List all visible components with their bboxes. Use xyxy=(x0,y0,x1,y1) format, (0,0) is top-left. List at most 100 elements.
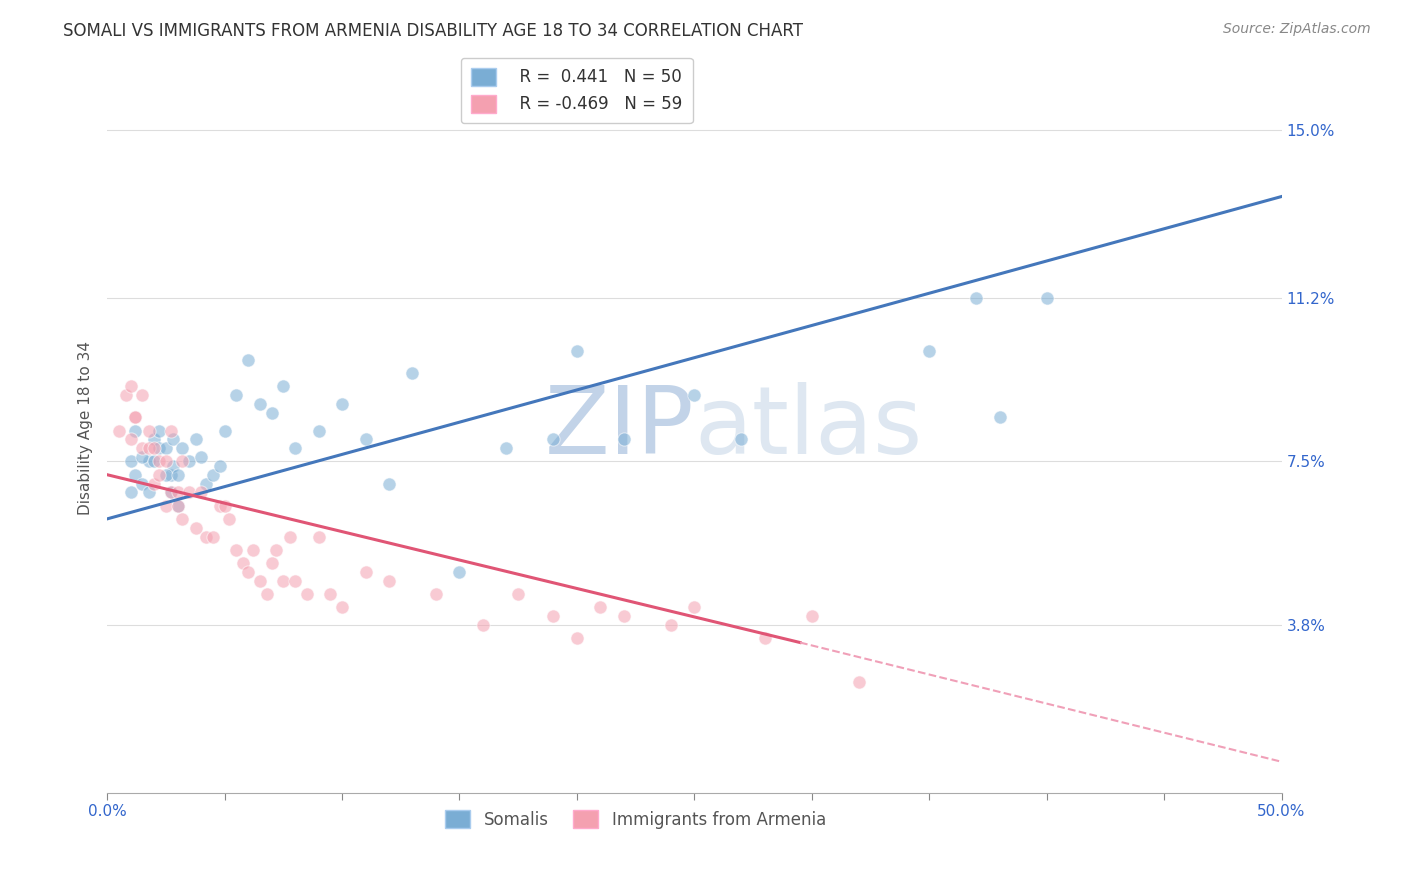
Point xyxy=(138,454,160,468)
Point xyxy=(264,542,287,557)
Point xyxy=(120,433,142,447)
Point xyxy=(260,406,283,420)
Point xyxy=(218,512,240,526)
Point xyxy=(179,454,201,468)
Point xyxy=(273,574,295,588)
Point xyxy=(730,433,752,447)
Point xyxy=(401,366,423,380)
Point xyxy=(1035,291,1057,305)
Point xyxy=(143,454,166,468)
Point xyxy=(449,565,471,579)
Point xyxy=(120,485,142,500)
Point xyxy=(143,433,166,447)
Point xyxy=(143,441,166,455)
Point xyxy=(190,485,212,500)
Point xyxy=(330,397,353,411)
Point xyxy=(848,675,870,690)
Point xyxy=(159,467,181,482)
Point xyxy=(124,467,146,482)
Point xyxy=(201,530,224,544)
Point xyxy=(565,344,588,359)
Point xyxy=(155,467,177,482)
Point xyxy=(201,467,224,482)
Point xyxy=(280,530,302,544)
Point xyxy=(124,410,146,425)
Point xyxy=(166,499,188,513)
Point xyxy=(194,530,217,544)
Point xyxy=(172,454,194,468)
Point xyxy=(108,424,131,438)
Point xyxy=(148,454,170,468)
Point xyxy=(190,450,212,464)
Point xyxy=(260,556,283,570)
Point xyxy=(186,433,208,447)
Text: Source: ZipAtlas.com: Source: ZipAtlas.com xyxy=(1223,22,1371,37)
Point xyxy=(918,344,941,359)
Point xyxy=(148,424,170,438)
Point xyxy=(214,499,236,513)
Point xyxy=(308,424,330,438)
Point xyxy=(194,476,217,491)
Point xyxy=(159,485,181,500)
Point xyxy=(236,565,259,579)
Point xyxy=(138,424,160,438)
Point xyxy=(613,433,636,447)
Point xyxy=(155,499,177,513)
Point xyxy=(225,542,247,557)
Point xyxy=(471,618,494,632)
Point xyxy=(131,450,153,464)
Point xyxy=(800,609,823,624)
Point xyxy=(249,574,271,588)
Point xyxy=(295,587,318,601)
Point xyxy=(754,631,776,645)
Point xyxy=(543,433,565,447)
Y-axis label: Disability Age 18 to 34: Disability Age 18 to 34 xyxy=(79,342,93,516)
Point xyxy=(162,433,184,447)
Point xyxy=(208,499,231,513)
Point xyxy=(172,441,194,455)
Point xyxy=(155,441,177,455)
Point xyxy=(378,574,401,588)
Point xyxy=(284,441,307,455)
Point xyxy=(186,521,208,535)
Point xyxy=(965,291,987,305)
Point xyxy=(131,441,153,455)
Point xyxy=(543,609,565,624)
Point xyxy=(120,379,142,393)
Point xyxy=(236,352,259,367)
Point xyxy=(508,587,530,601)
Point xyxy=(242,542,264,557)
Point xyxy=(166,499,188,513)
Point xyxy=(354,565,377,579)
Point xyxy=(659,618,682,632)
Point xyxy=(683,388,706,402)
Point xyxy=(155,454,177,468)
Point xyxy=(354,433,377,447)
Point xyxy=(172,512,194,526)
Point xyxy=(131,476,153,491)
Point xyxy=(683,600,706,615)
Text: atlas: atlas xyxy=(695,383,922,475)
Point xyxy=(148,467,170,482)
Point xyxy=(589,600,612,615)
Point xyxy=(138,441,160,455)
Point xyxy=(214,424,236,438)
Point xyxy=(378,476,401,491)
Point xyxy=(495,441,517,455)
Point xyxy=(425,587,447,601)
Legend: Somalis, Immigrants from Armenia: Somalis, Immigrants from Armenia xyxy=(439,804,832,835)
Point xyxy=(256,587,278,601)
Point xyxy=(179,485,201,500)
Point xyxy=(166,467,188,482)
Point xyxy=(162,458,184,473)
Point xyxy=(308,530,330,544)
Point xyxy=(613,609,636,624)
Point xyxy=(208,458,231,473)
Point xyxy=(120,454,142,468)
Point xyxy=(148,441,170,455)
Point xyxy=(159,424,181,438)
Point xyxy=(131,388,153,402)
Point xyxy=(124,410,146,425)
Point xyxy=(284,574,307,588)
Point xyxy=(115,388,138,402)
